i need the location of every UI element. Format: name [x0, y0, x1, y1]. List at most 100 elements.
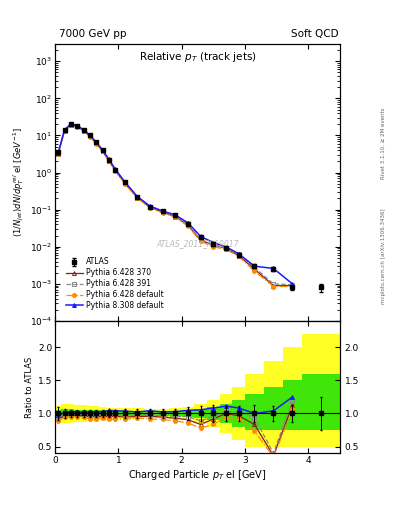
Pythia 6.428 default: [173, 215, 178, 221]
Text: 7000 GeV pp: 7000 GeV pp: [59, 29, 127, 39]
Pythia 6.428 default: [148, 205, 152, 211]
Pythia 6.428 default: [107, 158, 111, 164]
Pythia 6.428 391: [135, 194, 140, 200]
Y-axis label: Ratio to ATLAS: Ratio to ATLAS: [25, 356, 34, 418]
Pythia 6.428 default: [122, 181, 127, 187]
Pythia 6.428 370: [252, 266, 257, 272]
Pythia 8.308 default: [122, 179, 127, 185]
Pythia 8.308 default: [160, 208, 165, 214]
Pythia 6.428 default: [88, 134, 92, 140]
Pythia 6.428 370: [75, 123, 79, 130]
Text: Rivet 3.1.10, ≥ 2M events: Rivet 3.1.10, ≥ 2M events: [381, 108, 386, 179]
Legend: ATLAS, Pythia 6.428 370, Pythia 6.428 391, Pythia 6.428 default, Pythia 8.308 de: ATLAS, Pythia 6.428 370, Pythia 6.428 39…: [64, 256, 165, 312]
Pythia 6.428 370: [56, 151, 61, 157]
Pythia 6.428 370: [100, 148, 105, 154]
Pythia 6.428 391: [62, 127, 67, 133]
Pythia 6.428 default: [56, 151, 61, 157]
Pythia 6.428 default: [94, 141, 99, 147]
Pythia 6.428 370: [94, 140, 99, 146]
Line: Pythia 8.308 default: Pythia 8.308 default: [56, 122, 294, 286]
Pythia 6.428 370: [198, 237, 203, 243]
Pythia 6.428 370: [148, 204, 152, 210]
Line: Pythia 6.428 default: Pythia 6.428 default: [56, 123, 294, 288]
Text: Soft QCD: Soft QCD: [291, 29, 339, 39]
Pythia 6.428 370: [290, 283, 295, 289]
Pythia 8.308 default: [224, 244, 228, 250]
Pythia 6.428 391: [81, 127, 86, 133]
Pythia 6.428 default: [160, 210, 165, 216]
Pythia 6.428 370: [135, 195, 140, 201]
Pythia 8.308 default: [81, 127, 86, 133]
Pythia 6.428 default: [198, 238, 203, 244]
Pythia 8.308 default: [113, 166, 118, 172]
Pythia 8.308 default: [185, 220, 190, 226]
Pythia 6.428 370: [113, 167, 118, 174]
Y-axis label: $(1/N_{jet})dN/dp^{rel}_{T}$ el $[GeV^{-1}]$: $(1/N_{jet})dN/dp^{rel}_{T}$ el $[GeV^{-…: [11, 127, 26, 237]
Pythia 6.428 370: [68, 122, 73, 128]
Text: ATLAS_2011_I919017: ATLAS_2011_I919017: [156, 239, 239, 248]
Pythia 8.308 default: [173, 212, 178, 218]
Pythia 6.428 default: [135, 195, 140, 201]
Pythia 6.428 391: [56, 150, 61, 156]
Pythia 8.308 default: [56, 150, 61, 156]
Pythia 8.308 default: [271, 265, 276, 271]
Pythia 8.308 default: [198, 233, 203, 240]
Pythia 6.428 391: [148, 204, 152, 210]
Text: mcplots.cern.ch [arXiv:1306.3436]: mcplots.cern.ch [arXiv:1306.3436]: [381, 208, 386, 304]
Pythia 8.308 default: [100, 147, 105, 153]
Pythia 6.428 370: [224, 245, 228, 251]
Pythia 8.308 default: [62, 127, 67, 133]
Pythia 6.428 default: [81, 128, 86, 134]
Pythia 6.428 391: [211, 242, 216, 248]
Pythia 6.428 370: [62, 127, 67, 134]
Pythia 6.428 370: [160, 209, 165, 216]
Pythia 6.428 391: [100, 147, 105, 154]
Pythia 6.428 default: [68, 122, 73, 128]
Pythia 8.308 default: [68, 121, 73, 127]
Text: Relative $p_T$ (track jets): Relative $p_T$ (track jets): [139, 51, 256, 65]
Pythia 8.308 default: [148, 203, 152, 209]
Pythia 6.428 370: [122, 180, 127, 186]
Pythia 8.308 default: [252, 263, 257, 269]
Pythia 6.428 default: [100, 148, 105, 155]
Pythia 6.428 391: [236, 251, 241, 258]
Pythia 6.428 default: [236, 253, 241, 260]
Pythia 6.428 default: [290, 284, 295, 290]
Line: Pythia 6.428 391: Pythia 6.428 391: [56, 122, 294, 287]
Pythia 6.428 391: [113, 167, 118, 173]
Pythia 8.308 default: [75, 122, 79, 129]
Pythia 6.428 default: [75, 124, 79, 130]
Pythia 6.428 391: [94, 140, 99, 146]
Pythia 6.428 default: [252, 268, 257, 274]
Pythia 6.428 default: [113, 168, 118, 174]
X-axis label: Charged Particle $p_T$ el [GeV]: Charged Particle $p_T$ el [GeV]: [128, 467, 267, 482]
Pythia 8.308 default: [290, 281, 295, 287]
Pythia 6.428 391: [75, 123, 79, 129]
Pythia 6.428 391: [198, 236, 203, 242]
Pythia 8.308 default: [236, 251, 241, 257]
Pythia 6.428 370: [236, 252, 241, 259]
Pythia 6.428 391: [185, 221, 190, 227]
Pythia 6.428 370: [185, 222, 190, 228]
Pythia 6.428 391: [252, 264, 257, 270]
Pythia 6.428 391: [271, 281, 276, 287]
Pythia 8.308 default: [107, 156, 111, 162]
Pythia 6.428 391: [224, 245, 228, 251]
Pythia 6.428 391: [107, 157, 111, 163]
Pythia 6.428 391: [173, 213, 178, 219]
Pythia 6.428 370: [271, 283, 276, 289]
Pythia 6.428 default: [224, 246, 228, 252]
Pythia 8.308 default: [135, 194, 140, 200]
Pythia 6.428 370: [88, 133, 92, 139]
Pythia 6.428 370: [173, 214, 178, 220]
Pythia 6.428 default: [211, 244, 216, 250]
Pythia 6.428 370: [211, 242, 216, 248]
Pythia 8.308 default: [211, 240, 216, 246]
Pythia 6.428 391: [88, 133, 92, 139]
Pythia 6.428 370: [107, 158, 111, 164]
Pythia 6.428 default: [62, 128, 67, 134]
Pythia 6.428 391: [290, 282, 295, 288]
Pythia 6.428 391: [122, 180, 127, 186]
Pythia 6.428 default: [271, 284, 276, 290]
Pythia 6.428 default: [185, 223, 190, 229]
